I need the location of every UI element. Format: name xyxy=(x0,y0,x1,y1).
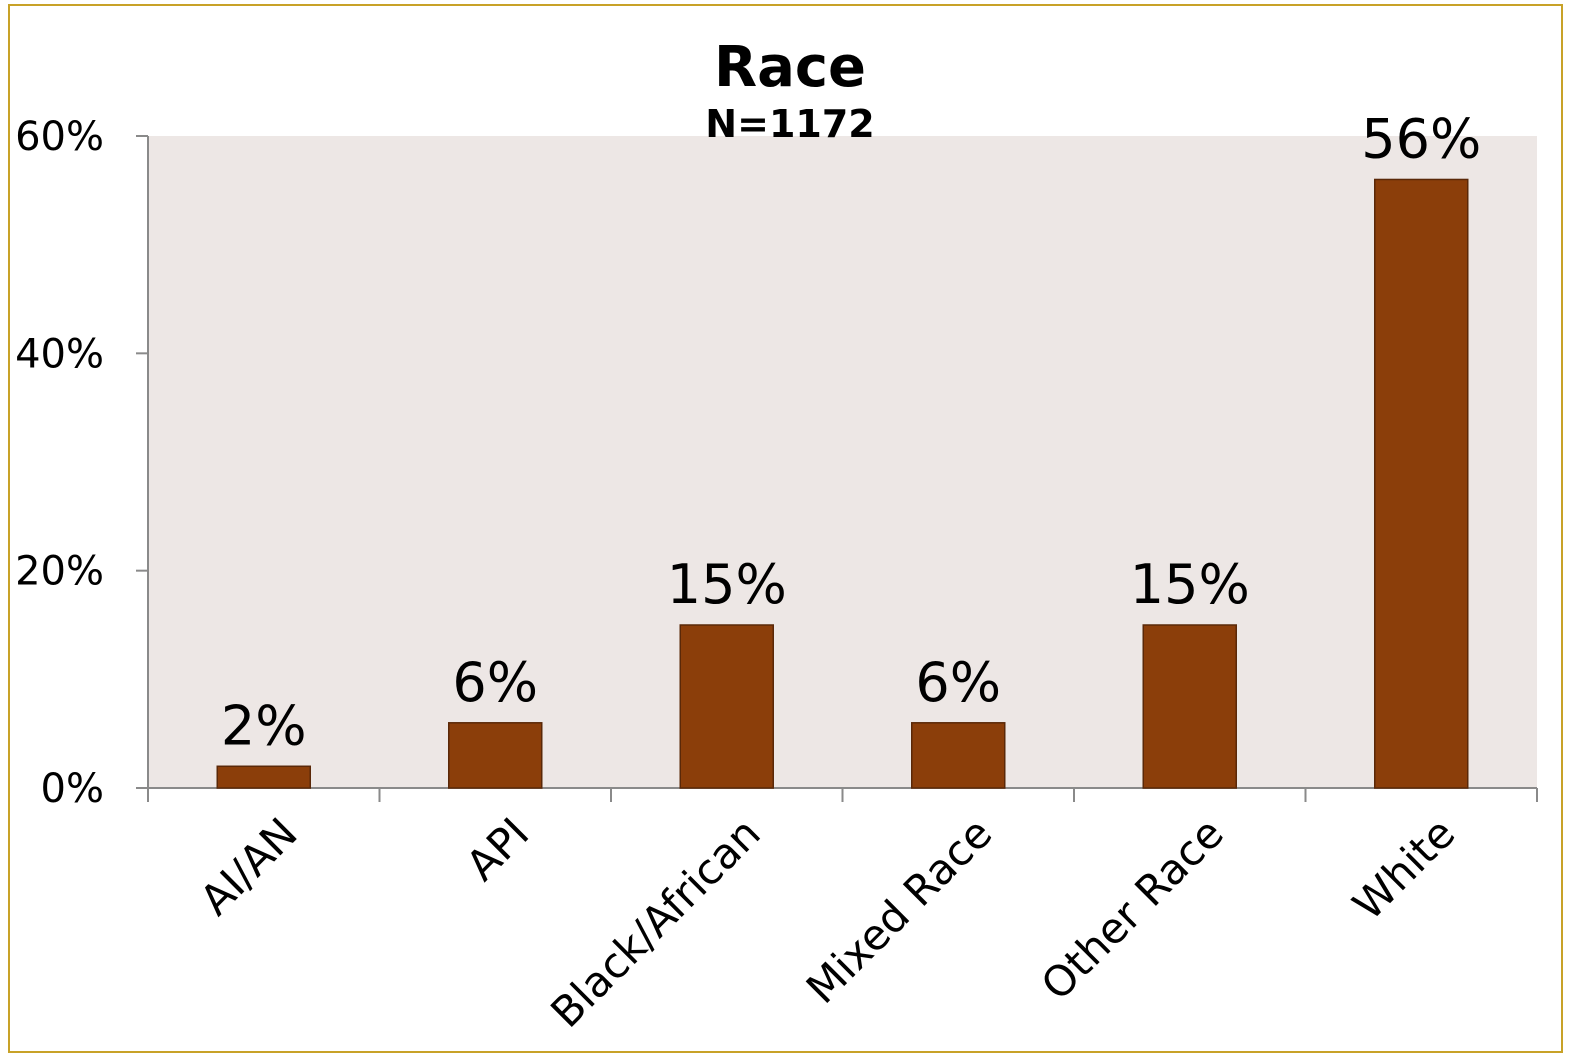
y-tick-label: 40% xyxy=(15,331,104,377)
chart-subtitle: N=1172 xyxy=(705,102,874,146)
bar xyxy=(1142,624,1237,789)
chart-title: Race xyxy=(714,35,866,100)
axes xyxy=(136,135,1538,802)
data-label: 6% xyxy=(915,651,1001,714)
x-tick-label: Black/African xyxy=(541,808,770,1037)
y-tick-label: 0% xyxy=(41,766,104,812)
plot-area xyxy=(148,136,1537,788)
data-label: 6% xyxy=(452,651,538,714)
bars xyxy=(216,178,1469,789)
data-labels: 2% 6% 15% 6% 15% 56% xyxy=(221,107,1481,757)
x-tick-label: AI/AN xyxy=(191,808,307,924)
y-tick-label: 60% xyxy=(15,114,104,160)
bar xyxy=(911,722,1006,789)
bar xyxy=(679,624,774,789)
data-label: 15% xyxy=(1130,553,1250,616)
x-tick-label: Other Race xyxy=(1032,808,1233,1009)
data-label: 2% xyxy=(221,694,307,757)
bar xyxy=(1374,178,1469,789)
x-tick-label: White xyxy=(1343,808,1464,929)
x-tick-label: API xyxy=(457,808,539,890)
bar xyxy=(216,765,311,789)
x-tick-label: Mixed Race xyxy=(797,808,1002,1013)
bar xyxy=(448,722,543,789)
data-label: 15% xyxy=(667,553,787,616)
data-label: 56% xyxy=(1361,107,1481,170)
y-tick-label: 20% xyxy=(15,549,104,595)
